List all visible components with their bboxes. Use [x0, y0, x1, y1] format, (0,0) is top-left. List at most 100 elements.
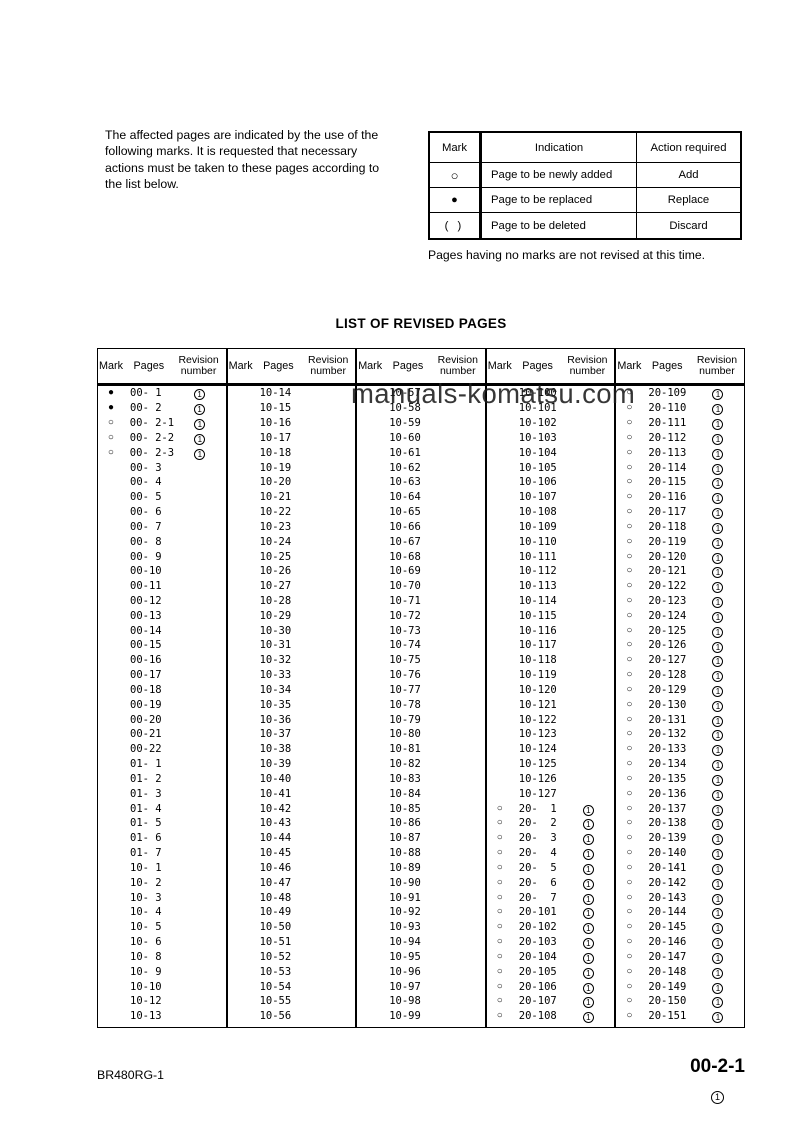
- table-row: 10-25: [228, 549, 356, 564]
- legend-header-action: Action required: [637, 133, 740, 163]
- page-cell: 10-95: [389, 950, 421, 963]
- revision-cell: 1: [692, 533, 744, 551]
- added-mark-icon: ○: [626, 817, 633, 829]
- page-cell: 10- 1: [130, 861, 162, 874]
- table-row: 10-67: [357, 534, 485, 549]
- page-cell: 10-116: [518, 624, 557, 637]
- group-header: Mark Pages Revision number: [616, 349, 744, 386]
- table-row: 10-20: [228, 475, 356, 490]
- page-cell: 00- 9: [130, 550, 162, 563]
- group-header-label: Revision number: [437, 353, 478, 377]
- table-row: 10-16: [228, 416, 356, 431]
- page-cell: 10-46: [259, 861, 292, 874]
- table-row: ○ 20-122 1: [616, 579, 744, 594]
- added-mark-icon: ○: [626, 417, 633, 429]
- page-cell: 20-111: [648, 417, 687, 430]
- table-row: ○ 20-113 1: [616, 445, 744, 460]
- table-row: 10-70: [357, 579, 485, 594]
- added-mark-icon: ○: [496, 891, 503, 903]
- added-mark-icon: ○: [626, 520, 633, 532]
- added-mark-icon: ○: [626, 476, 633, 488]
- page-cell: 10-107: [518, 491, 557, 504]
- table-row: 10-95: [357, 949, 485, 964]
- table-row: 01- 7: [98, 846, 226, 861]
- page-cell: 10-45: [259, 847, 292, 860]
- table-row: 10-48: [228, 890, 356, 905]
- page-cell: 20-144: [648, 906, 687, 919]
- table-row: ○ 20-109 1: [616, 386, 744, 401]
- circled-one-icon: 1: [582, 952, 594, 964]
- page-cell: 10-73: [389, 624, 421, 637]
- revision-cell: 1: [692, 978, 744, 996]
- page-cell: 10-103: [518, 431, 557, 444]
- page-cell: 10-20: [259, 476, 292, 489]
- page-cell: 10-30: [259, 624, 292, 637]
- page-cell: 00-20: [130, 713, 162, 726]
- table-row: 00-20: [98, 712, 226, 727]
- group-header-label: Revision number: [567, 353, 608, 377]
- circled-one-icon: 1: [712, 597, 724, 609]
- table-row: 10-106: [487, 475, 615, 490]
- page-cell: 20-109: [648, 387, 687, 400]
- table-row: 10-37: [228, 727, 356, 742]
- page-cell: 20-142: [648, 876, 687, 889]
- revision-cell: 1: [692, 607, 744, 625]
- table-row: 10-19: [228, 460, 356, 475]
- legend-mark-parentheses-icon: ( ): [430, 213, 482, 238]
- revision-cell: 1: [692, 548, 744, 566]
- table-row: ○ 20-125 1: [616, 623, 744, 638]
- page-cell: 20-118: [648, 520, 687, 533]
- page-cell: 10-91: [389, 891, 421, 904]
- added-mark-icon: ○: [626, 624, 633, 636]
- page-cell: 10-102: [518, 417, 557, 430]
- page-cell: 10-48: [259, 891, 292, 904]
- table-row: 10-17: [228, 430, 356, 445]
- table-row: ○ 20-103 1: [487, 935, 615, 950]
- page-cell: 10-117: [518, 639, 557, 652]
- page-cell: 10- 4: [130, 906, 162, 919]
- page-cell: 20- 2: [518, 817, 557, 830]
- table-row: 01- 5: [98, 816, 226, 831]
- added-mark-icon: ○: [626, 980, 633, 992]
- circled-one-icon: 1: [712, 641, 724, 653]
- circled-one-icon: 1: [712, 715, 724, 727]
- revision-cell: 1: [692, 1007, 744, 1025]
- page-cell: 20- 6: [518, 876, 557, 889]
- page-cell: 10-100: [518, 387, 557, 400]
- circled-one-icon: 1: [712, 863, 724, 875]
- revision-cell: 1: [692, 444, 744, 462]
- added-mark-icon: ○: [496, 980, 503, 992]
- revision-cell: 1: [692, 681, 744, 699]
- legend-action: Add: [637, 163, 740, 188]
- revision-cell: 1: [562, 859, 614, 877]
- table-row: ○ 20-110 1: [616, 401, 744, 416]
- revision-cell: 1: [562, 963, 614, 981]
- table-row: ○ 20-117 1: [616, 505, 744, 520]
- page-cell: 20-125: [648, 624, 687, 637]
- table-row: ○ 20-114 1: [616, 460, 744, 475]
- page-cell: 20-113: [648, 446, 687, 459]
- page-cell: 20-138: [648, 817, 687, 830]
- table-row: 00-16: [98, 653, 226, 668]
- page-cell: 20-146: [648, 936, 687, 949]
- intro-line: actions must be taken to these pages acc…: [105, 160, 380, 175]
- table-row: 10-86: [357, 816, 485, 831]
- page-cell: 10-14: [259, 387, 292, 400]
- table-row: 10-59: [357, 416, 485, 431]
- table-row: 10-33: [228, 668, 356, 683]
- circled-one-icon: 1: [712, 537, 724, 549]
- page-cell: 20- 7: [518, 891, 557, 904]
- circled-one-icon: 1: [194, 433, 206, 445]
- group-header: Mark Pages Revision number: [227, 349, 356, 386]
- page-cell: 10-38: [259, 743, 292, 756]
- page-cell: 01- 1: [130, 758, 162, 771]
- page-cell: 10-37: [259, 728, 292, 741]
- table-row: 10-83: [357, 772, 485, 787]
- page-cell: 10-123: [518, 728, 557, 741]
- table-row: 10-87: [357, 831, 485, 846]
- page-cell: 20-122: [648, 580, 687, 593]
- page-cell: 10-22: [259, 506, 292, 519]
- added-mark-icon: ○: [626, 936, 633, 948]
- table-row: 10-78: [357, 697, 485, 712]
- circled-one-icon: 1: [582, 849, 594, 861]
